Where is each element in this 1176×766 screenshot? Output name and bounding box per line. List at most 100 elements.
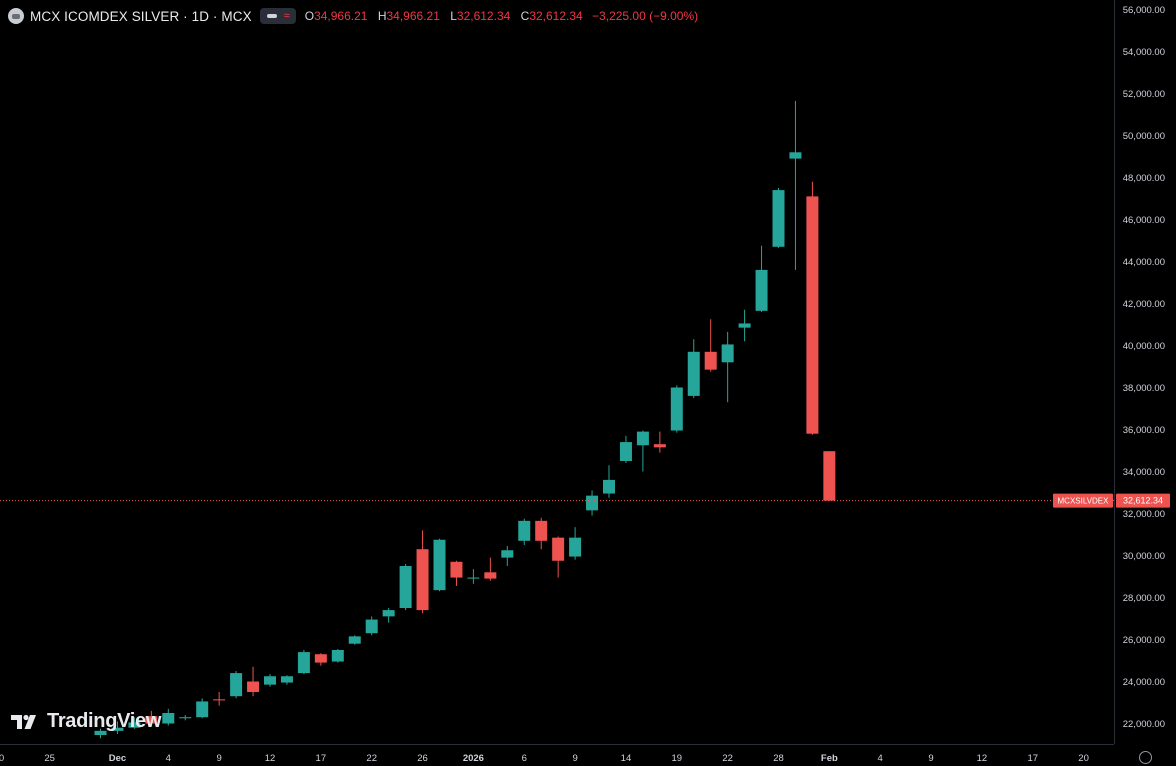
candle <box>145 710 158 725</box>
x-tick-label: 17 <box>1027 753 1038 764</box>
price-tag-value-bg <box>1116 493 1170 508</box>
candle <box>196 698 209 719</box>
candle-body <box>145 716 158 724</box>
x-tick-label: 9 <box>217 753 222 764</box>
wave-toggle-icon[interactable]: ≈ <box>283 10 290 22</box>
candle-body <box>721 344 734 363</box>
candle-body <box>603 479 615 494</box>
x-tick-label: 19 <box>672 753 683 764</box>
candle <box>484 557 497 581</box>
candle-body <box>789 152 802 159</box>
candle <box>687 339 700 398</box>
candle <box>230 671 243 699</box>
y-tick-label: 26,000.00 <box>1123 635 1165 646</box>
candle-body <box>450 561 463 578</box>
candle <box>128 717 141 729</box>
y-tick-label: 30,000.00 <box>1123 551 1165 562</box>
candle-body <box>331 650 344 662</box>
x-tick-label: 4 <box>878 753 883 764</box>
x-tick-label: Feb <box>821 753 838 764</box>
candle <box>314 653 327 666</box>
candle <box>772 188 785 248</box>
x-tick-label: 2026 <box>463 753 484 764</box>
candle-body <box>586 495 599 511</box>
x-tick-label: Dec <box>109 753 126 764</box>
x-tick-label: 25 <box>44 753 55 764</box>
candle <box>179 715 192 721</box>
candle <box>755 245 768 312</box>
y-tick-label: 28,000.00 <box>1123 593 1165 604</box>
candle <box>433 538 446 592</box>
open-value: 34,966.21 <box>314 9 368 23</box>
candle <box>501 546 514 566</box>
candle-body <box>264 676 276 685</box>
price-tag-symbol: MCXSILVDEX <box>1058 497 1110 506</box>
eye-toggle-icon[interactable] <box>266 14 277 18</box>
settings-gear-icon[interactable] <box>1139 751 1152 764</box>
candle-body <box>636 431 649 446</box>
tradingview-logo[interactable]: TradingView <box>11 710 161 733</box>
candle-body <box>738 323 751 328</box>
candle-body <box>230 673 243 697</box>
x-tick-label: 28 <box>773 753 784 764</box>
candle-body <box>179 717 192 719</box>
tradingview-logo-icon <box>11 714 36 729</box>
candle <box>586 490 599 516</box>
candle-body <box>772 190 785 247</box>
candle <box>603 465 615 498</box>
y-tick-label: 24,000.00 <box>1123 677 1165 688</box>
candle-body <box>552 537 565 561</box>
candle-body <box>213 699 226 701</box>
symbol-title[interactable]: MCX ICOMDEX SILVER · 1D · MCX <box>30 8 252 24</box>
candle <box>569 527 582 560</box>
y-tick-label: 40,000.00 <box>1123 341 1165 352</box>
candle-body <box>196 701 209 718</box>
symbol-icon[interactable] <box>8 8 24 24</box>
candle <box>518 518 531 545</box>
chart-header[interactable]: MCX ICOMDEX SILVER · 1D · MCX ≈ O34,966.… <box>8 6 704 26</box>
ohlc-legend: O34,966.21 H34,966.21 L32,612.34 C32,612… <box>304 9 704 23</box>
candle-body <box>247 681 260 692</box>
candle-body <box>399 566 412 608</box>
tradingview-logo-text: TradingView <box>47 710 162 732</box>
candle-body <box>535 520 548 541</box>
candle <box>297 650 310 675</box>
y-tick-label: 52,000.00 <box>1123 89 1165 100</box>
x-tick-label: 6 <box>522 753 527 764</box>
y-tick-label: 50,000.00 <box>1123 131 1165 142</box>
candle <box>467 569 480 584</box>
candle <box>535 517 548 550</box>
candle <box>213 692 226 706</box>
candle <box>280 675 293 685</box>
candle <box>619 435 632 464</box>
candle <box>162 708 175 726</box>
y-tick-label: 22,000.00 <box>1123 719 1165 730</box>
high-value: 34,966.21 <box>386 9 440 23</box>
candle-body <box>111 727 124 731</box>
x-tick-label: 0 <box>0 753 4 764</box>
candle <box>247 666 260 697</box>
low-value: 32,612.34 <box>456 9 511 23</box>
open-label: O <box>304 9 315 23</box>
candle-body <box>94 730 107 736</box>
x-tick-label: 20 <box>1078 753 1089 764</box>
x-tick-label: 14 <box>621 753 632 764</box>
y-tick-label: 48,000.00 <box>1123 173 1165 184</box>
candle <box>823 451 836 501</box>
x-tick-label: 9 <box>572 753 577 764</box>
candle-body <box>433 539 446 591</box>
y-tick-label: 34,000.00 <box>1123 467 1165 478</box>
candle <box>738 309 751 342</box>
candles <box>94 100 836 739</box>
price-tag-symbol-bg <box>1053 493 1113 508</box>
candle-body <box>687 351 700 396</box>
candle-body <box>467 577 480 579</box>
time-axis: 0 25 Dec 4 9 12 17 22 26 2026 6 9 14 19 22 28 Feb 4 9 12 17 2… <box>0 753 1089 764</box>
candle <box>450 560 463 586</box>
candle-body <box>670 387 683 431</box>
visibility-toggles[interactable]: ≈ <box>259 8 296 24</box>
candle <box>806 181 819 435</box>
y-tick-label: 32,000.00 <box>1123 509 1165 520</box>
y-tick-label: 44,000.00 <box>1123 257 1165 268</box>
